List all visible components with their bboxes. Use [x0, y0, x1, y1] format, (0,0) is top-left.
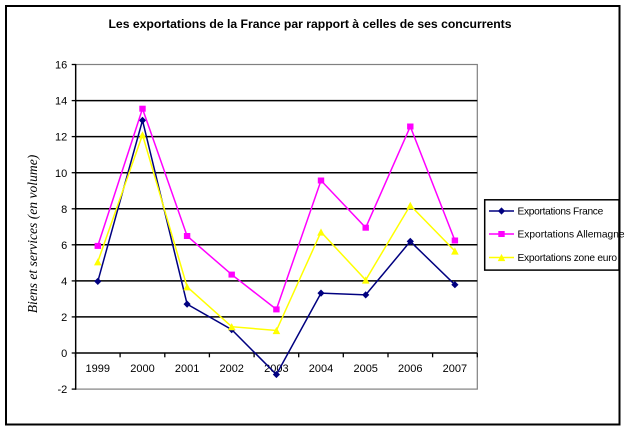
svg-text:8: 8: [61, 204, 67, 216]
svg-text:12: 12: [55, 132, 67, 144]
svg-text:Exportations France: Exportations France: [518, 207, 604, 218]
svg-text:4: 4: [61, 276, 67, 288]
svg-text:0: 0: [61, 348, 67, 360]
svg-text:2: 2: [61, 312, 67, 324]
svg-text:2005: 2005: [353, 363, 377, 375]
svg-text:1999: 1999: [86, 363, 110, 375]
svg-text:2001: 2001: [175, 363, 199, 375]
svg-text:2007: 2007: [443, 363, 467, 375]
svg-text:Exportations zone euro: Exportations zone euro: [518, 253, 618, 264]
svg-text:Exportations Allemagne: Exportations Allemagne: [518, 230, 625, 241]
svg-text:14: 14: [55, 96, 67, 108]
svg-text:2002: 2002: [219, 363, 243, 375]
svg-text:2004: 2004: [309, 363, 333, 375]
svg-text:6: 6: [61, 240, 67, 252]
svg-text:2003: 2003: [264, 363, 288, 375]
svg-text:16: 16: [55, 60, 67, 72]
svg-text:Les exportations de la France: Les exportations de la France par rappor…: [108, 17, 511, 31]
svg-text:10: 10: [55, 168, 67, 180]
svg-text:Biens et services (en volume): Biens et services (en volume): [25, 154, 41, 313]
svg-text:-2: -2: [58, 384, 68, 396]
svg-text:2000: 2000: [130, 363, 154, 375]
svg-text:2006: 2006: [398, 363, 422, 375]
